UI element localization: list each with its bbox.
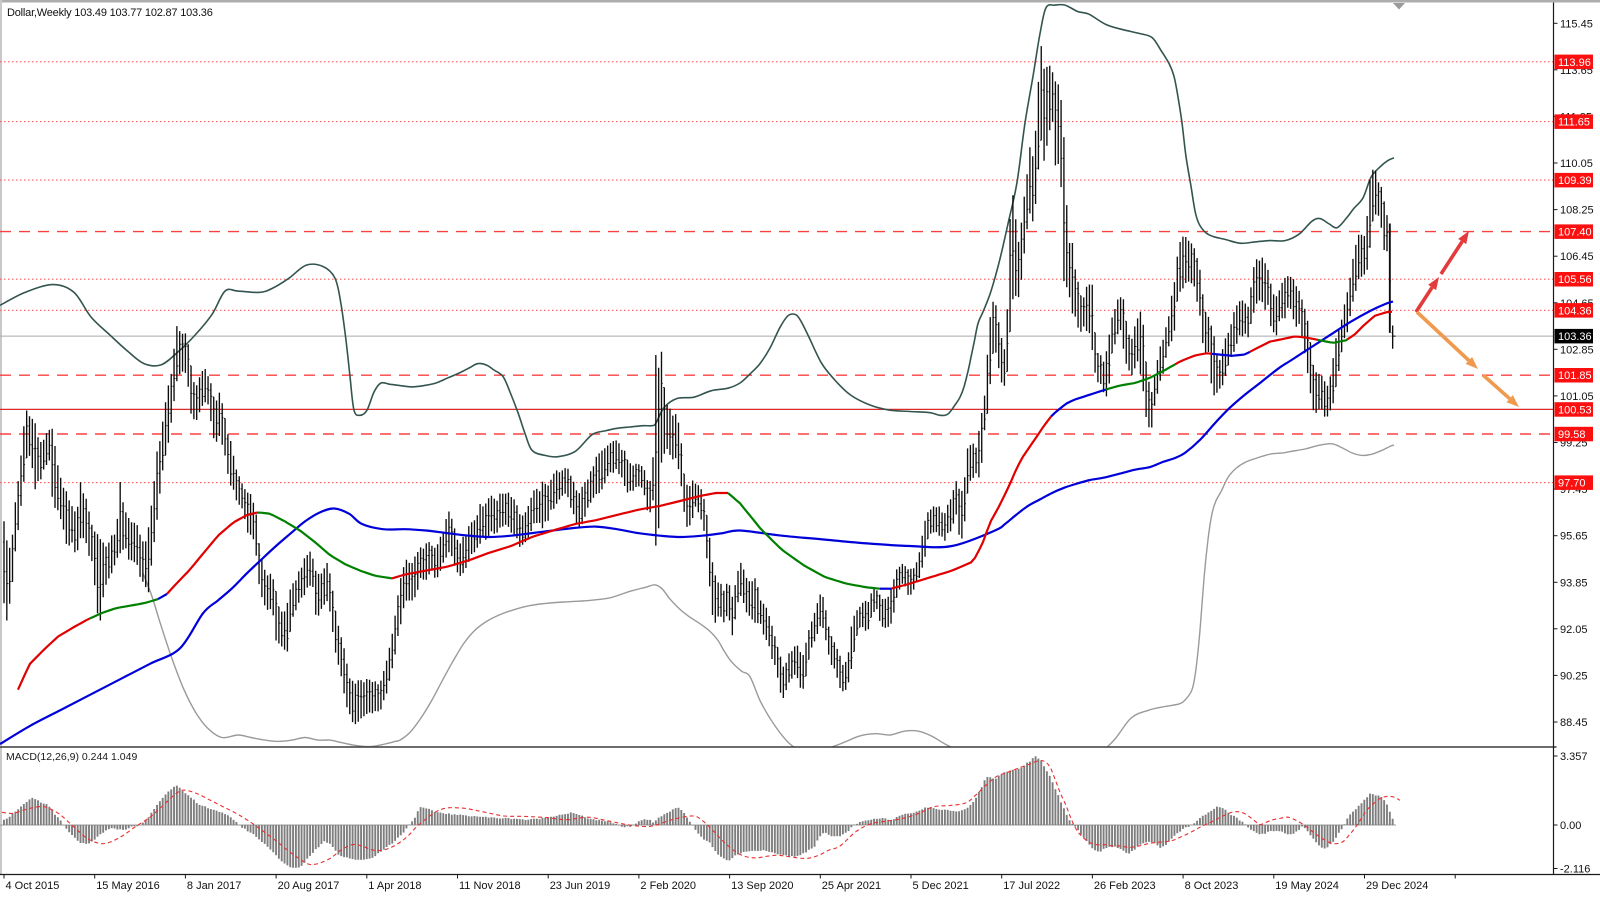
svg-text:19 May 2024: 19 May 2024	[1275, 880, 1339, 892]
svg-text:5 Dec 2021: 5 Dec 2021	[913, 880, 969, 892]
svg-text:3.357: 3.357	[1560, 751, 1588, 763]
svg-text:2 Feb 2020: 2 Feb 2020	[640, 880, 696, 892]
svg-text:100.53: 100.53	[1558, 404, 1592, 416]
svg-text:115.45: 115.45	[1560, 18, 1593, 30]
svg-text:108.25: 108.25	[1560, 205, 1594, 217]
svg-text:15 May 2016: 15 May 2016	[96, 880, 160, 892]
svg-text:92.05: 92.05	[1560, 624, 1588, 636]
svg-text:106.45: 106.45	[1560, 251, 1594, 263]
svg-text:25 Apr 2021: 25 Apr 2021	[822, 880, 881, 892]
svg-text:97.70: 97.70	[1558, 478, 1586, 490]
svg-text:107.40: 107.40	[1558, 227, 1592, 239]
svg-text:1 Apr 2018: 1 Apr 2018	[368, 880, 421, 892]
svg-text:4 Oct 2015: 4 Oct 2015	[6, 880, 60, 892]
svg-text:111.65: 111.65	[1558, 117, 1590, 129]
svg-text:90.25: 90.25	[1560, 670, 1588, 682]
svg-text:-2.116: -2.116	[1560, 864, 1590, 876]
svg-text:102.85: 102.85	[1560, 344, 1594, 356]
svg-text:13 Sep 2020: 13 Sep 2020	[731, 880, 793, 892]
svg-text:93.85: 93.85	[1560, 577, 1588, 589]
svg-text:8 Jan 2017: 8 Jan 2017	[187, 880, 241, 892]
svg-text:109.39: 109.39	[1558, 175, 1592, 187]
svg-text:104.36: 104.36	[1558, 305, 1592, 317]
svg-text:23 Jun 2019: 23 Jun 2019	[550, 880, 611, 892]
svg-text:103.36: 103.36	[1558, 331, 1592, 343]
svg-text:MACD(12,26,9) 0.244 1.049: MACD(12,26,9) 0.244 1.049	[6, 751, 137, 763]
svg-text:11 Nov 2018: 11 Nov 2018	[459, 880, 521, 892]
svg-text:20 Aug 2017: 20 Aug 2017	[278, 880, 340, 892]
svg-text:88.45: 88.45	[1560, 717, 1588, 729]
svg-text:17 Jul 2022: 17 Jul 2022	[1003, 880, 1060, 892]
svg-text:99.58: 99.58	[1558, 429, 1586, 441]
svg-text:29 Dec 2024: 29 Dec 2024	[1366, 880, 1428, 892]
svg-text:105.56: 105.56	[1558, 274, 1592, 286]
svg-text:0.00: 0.00	[1560, 820, 1581, 832]
svg-text:110.05: 110.05	[1560, 158, 1593, 170]
svg-text:113.96: 113.96	[1558, 57, 1591, 69]
svg-text:Dollar,Weekly 103.49 103.77 1: Dollar,Weekly 103.49 103.77 102.87 103.3…	[7, 7, 213, 19]
svg-text:101.05: 101.05	[1560, 391, 1594, 403]
svg-text:8 Oct 2023: 8 Oct 2023	[1185, 880, 1239, 892]
svg-text:26 Feb 2023: 26 Feb 2023	[1094, 880, 1156, 892]
svg-text:95.65: 95.65	[1560, 531, 1588, 543]
svg-text:101.85: 101.85	[1558, 370, 1592, 382]
